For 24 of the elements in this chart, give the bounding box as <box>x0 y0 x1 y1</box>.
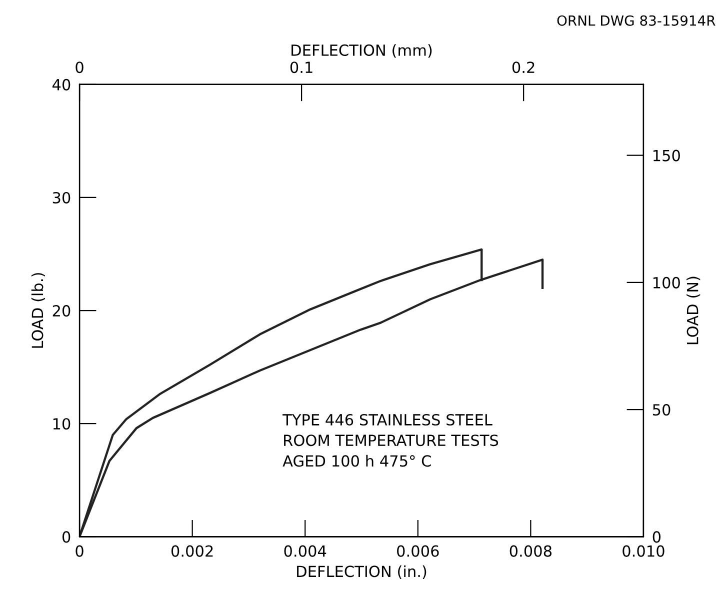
x-tick-label: 0.010 <box>622 545 664 557</box>
y-tick-label: 30 <box>52 192 70 204</box>
x2-tick-label: 0 <box>76 62 84 74</box>
text: ORNL DWG 83-15914R <box>557 15 716 26</box>
y-tick-label: 20 <box>52 305 70 317</box>
x2-tick-label: 0.2 <box>512 62 534 74</box>
x-tick-label: 0.008 <box>510 545 552 557</box>
annotation: TYPE 446 STAINLESS STEEL ROOM TEMPERATURE TESTS AGED 100 h 475° C <box>282 414 498 467</box>
y-tick-label: 10 <box>53 418 70 430</box>
x2-tick-label: 0.1 <box>290 62 312 74</box>
y-axis-title: LOAD (lb.) <box>31 273 46 348</box>
y2-tick-label: 50 <box>652 404 670 416</box>
y-tick-label: 0 <box>62 531 70 543</box>
y2-tick-label: 100 <box>653 276 680 288</box>
y2-tick-label: 150 <box>653 150 680 162</box>
x-tick-label: 0 <box>76 545 84 557</box>
x-tick-label: 0.002 <box>171 545 213 557</box>
x-tick-label: 0.004 <box>284 545 326 557</box>
y-tick-label: 40 <box>52 78 70 90</box>
x-tick-label: 0.006 <box>397 545 439 557</box>
x-axis-title: DEFLECTION (in.) <box>297 565 426 579</box>
x2-axis-title: DEFLECTION (mm) <box>292 44 432 58</box>
y2-tick-label: 0 <box>652 531 661 543</box>
y2-axis-title: LOAD (N) <box>686 276 700 344</box>
